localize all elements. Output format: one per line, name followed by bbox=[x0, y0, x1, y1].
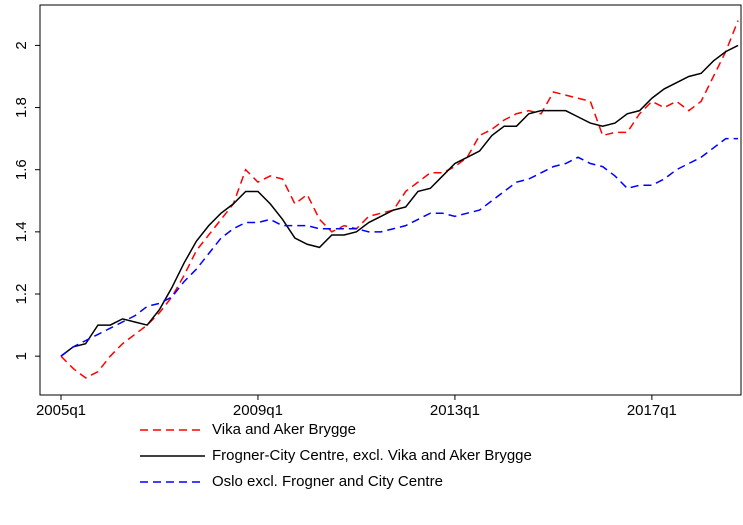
x-tick-label: 2009q1 bbox=[233, 402, 283, 419]
series-line bbox=[60, 137, 739, 357]
legend-label: Frogner-City Centre, excl. Vika and Aker… bbox=[212, 447, 532, 464]
y-tick-label: 1.4 bbox=[13, 221, 30, 242]
x-tick-label: 2013q1 bbox=[430, 402, 480, 419]
plot-frame bbox=[39, 4, 742, 396]
y-tick-label: 1.8 bbox=[13, 97, 30, 118]
y-tick-label: 1.2 bbox=[13, 284, 30, 305]
series-line bbox=[60, 20, 739, 379]
y-tick-label: 1 bbox=[13, 352, 30, 360]
y-tick-label: 1.6 bbox=[13, 159, 30, 180]
legend-label: Oslo excl. Frogner and City Centre bbox=[212, 473, 443, 490]
x-tick-label: 2005q1 bbox=[36, 402, 86, 419]
x-tick-label: 2017q1 bbox=[627, 402, 677, 419]
y-tick-label: 2 bbox=[13, 41, 30, 49]
series-line bbox=[60, 44, 739, 357]
legend-label: Vika and Aker Brygge bbox=[212, 421, 356, 438]
